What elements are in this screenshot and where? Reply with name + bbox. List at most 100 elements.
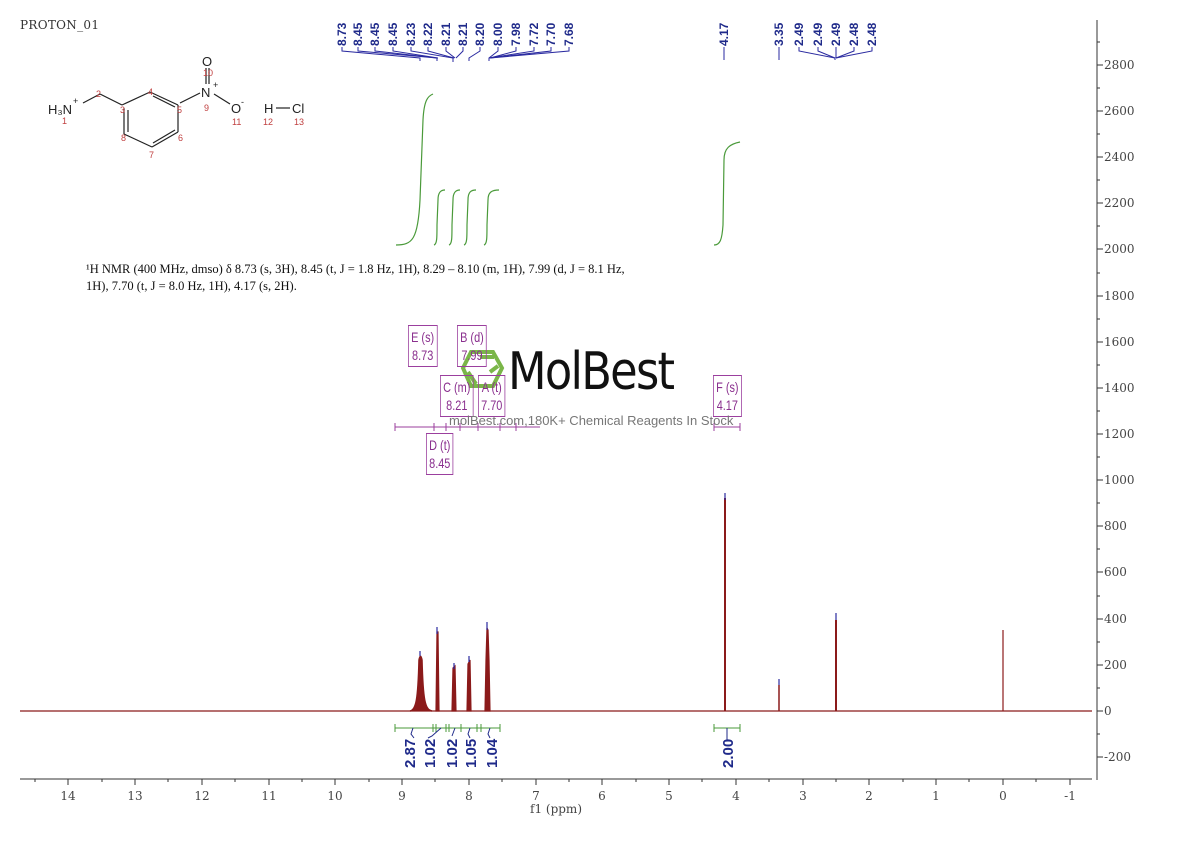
svg-text:400: 400 — [1104, 612, 1127, 626]
multiplet-range-bars — [394, 423, 741, 431]
atom-o-top: O — [202, 54, 212, 69]
svg-text:10: 10 — [327, 789, 342, 803]
svg-text:4.17: 4.17 — [717, 22, 731, 46]
atom-h: H — [264, 101, 273, 116]
svg-text:8.22: 8.22 — [421, 22, 435, 46]
svg-text:800: 800 — [1104, 519, 1127, 533]
x-axis-label: f1 (ppm) — [530, 802, 582, 816]
integration-bars — [394, 724, 741, 732]
peak-labels-top: 8.73 8.45 8.45 8.45 8.23 8.22 8.21 8.21 … — [335, 22, 879, 46]
svg-text:8.45: 8.45 — [351, 22, 365, 46]
svg-text:2000: 2000 — [1104, 242, 1135, 256]
svg-text:1000: 1000 — [1104, 473, 1135, 487]
svg-text:1.04: 1.04 — [484, 738, 501, 768]
svg-text:3: 3 — [120, 105, 125, 115]
multiplet-box-b: B (d) 7.99 — [457, 325, 487, 367]
svg-text:200: 200 — [1104, 658, 1127, 672]
svg-text:6: 6 — [598, 789, 606, 803]
svg-text:0: 0 — [1104, 704, 1112, 718]
watermark-tagline: molBest.com,180K+ Chemical Reagents In S… — [449, 413, 734, 428]
nmr-description: ¹H NMR (400 MHz, dmso) δ 8.73 (s, 3H), 8… — [86, 262, 625, 293]
svg-text:2.49: 2.49 — [811, 22, 825, 46]
svg-text:2.00: 2.00 — [720, 739, 737, 768]
svg-text:9: 9 — [398, 789, 406, 803]
svg-text:13: 13 — [294, 117, 304, 127]
svg-text:2: 2 — [865, 789, 873, 803]
svg-text:7.70: 7.70 — [544, 22, 558, 46]
svg-text:8.21: 8.21 — [456, 22, 470, 46]
peak-label-connectors — [341, 47, 873, 62]
molbest-logo-text: MolBest — [508, 342, 675, 402]
svg-text:13: 13 — [127, 789, 142, 803]
svg-text:4: 4 — [732, 789, 740, 803]
svg-text:5: 5 — [665, 789, 673, 803]
svg-text:10: 10 — [203, 68, 213, 78]
integration-values: 2.87 1.02 1.02 1.05 1.04 2.00 — [402, 738, 737, 768]
atom-o-right: O — [231, 101, 241, 116]
svg-text:1800: 1800 — [1104, 289, 1135, 303]
svg-text:2200: 2200 — [1104, 196, 1135, 210]
peak-markers — [419, 493, 837, 685]
spectrum-trace — [20, 498, 1092, 712]
svg-text:8.45: 8.45 — [386, 22, 400, 46]
spectrum-title: PROTON_01 — [20, 18, 100, 32]
svg-text:8: 8 — [465, 789, 473, 803]
svg-text:8.73: 8.73 — [335, 22, 349, 46]
svg-text:0: 0 — [999, 789, 1007, 803]
svg-text:1200: 1200 — [1104, 427, 1135, 441]
svg-text:14: 14 — [60, 789, 76, 803]
svg-text:6: 6 — [178, 133, 183, 143]
svg-text:2.48: 2.48 — [847, 22, 861, 46]
svg-text:2: 2 — [96, 89, 101, 99]
svg-text:11: 11 — [261, 789, 276, 803]
svg-text:1400: 1400 — [1104, 381, 1135, 395]
svg-text:-: - — [241, 97, 244, 107]
svg-text:600: 600 — [1104, 565, 1127, 579]
svg-text:1.05: 1.05 — [463, 739, 480, 768]
multiplet-box-a: A (t) 7.70 — [478, 375, 506, 417]
svg-text:8.23: 8.23 — [404, 22, 418, 46]
svg-text:7: 7 — [532, 789, 540, 803]
svg-text:1.02: 1.02 — [444, 739, 461, 768]
y-axis: 2800 2600 2400 2200 2000 1800 1600 1400 … — [1096, 20, 1135, 780]
atom-h3n: H₃N — [48, 102, 72, 117]
svg-text:5: 5 — [177, 105, 182, 115]
svg-text:+: + — [73, 96, 78, 106]
svg-text:-1: -1 — [1064, 789, 1076, 803]
svg-text:2600: 2600 — [1104, 104, 1135, 118]
svg-text:1600: 1600 — [1104, 335, 1135, 349]
svg-text:9: 9 — [204, 103, 209, 113]
svg-text:11: 11 — [232, 117, 241, 127]
svg-text:4: 4 — [148, 87, 153, 97]
svg-text:1: 1 — [932, 789, 940, 803]
multiplet-box-c: C (m) 8.21 — [440, 375, 474, 417]
svg-text:-200: -200 — [1104, 750, 1131, 764]
svg-text:8: 8 — [121, 133, 126, 143]
svg-text:2.87: 2.87 — [402, 739, 419, 768]
svg-text:2.49: 2.49 — [829, 22, 843, 46]
multiplet-box-d: D (t) 8.45 — [426, 433, 454, 475]
molbest-logo-icon — [460, 350, 505, 388]
svg-text:1: 1 — [62, 116, 67, 126]
svg-text:2400: 2400 — [1104, 150, 1135, 164]
svg-text:12: 12 — [194, 789, 209, 803]
svg-text:2800: 2800 — [1104, 58, 1135, 72]
x-axis: 14 13 12 11 10 9 8 7 6 5 4 3 2 1 0 -1 — [20, 778, 1092, 803]
svg-text:2.48: 2.48 — [865, 22, 879, 46]
svg-text:3: 3 — [799, 789, 807, 803]
svg-text:8.00: 8.00 — [491, 22, 505, 46]
svg-text:8.45: 8.45 — [368, 22, 382, 46]
atom-n: N — [201, 85, 210, 100]
multiplet-box-e: E (s) 8.73 — [408, 325, 438, 367]
svg-text:8.20: 8.20 — [473, 22, 487, 46]
svg-text:2.49: 2.49 — [792, 22, 806, 46]
atom-cl: Cl — [292, 101, 304, 116]
svg-text:7.72: 7.72 — [527, 22, 541, 46]
svg-text:1.02: 1.02 — [422, 739, 439, 768]
svg-text:3.35: 3.35 — [772, 22, 786, 46]
svg-text:7.68: 7.68 — [562, 22, 576, 46]
svg-text:8.21: 8.21 — [439, 22, 453, 46]
svg-text:12: 12 — [263, 117, 273, 127]
svg-text:7: 7 — [149, 150, 154, 160]
